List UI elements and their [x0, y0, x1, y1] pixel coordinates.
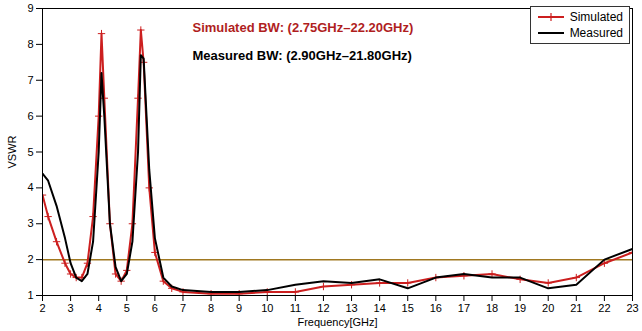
svg-text:5: 5 — [124, 302, 130, 314]
svg-text:10: 10 — [261, 302, 273, 314]
svg-text:7: 7 — [27, 74, 33, 86]
svg-text:2: 2 — [27, 253, 33, 265]
svg-text:12: 12 — [317, 302, 329, 314]
svg-text:13: 13 — [345, 302, 357, 314]
svg-text:Frequency[GHz]: Frequency[GHz] — [297, 316, 377, 328]
svg-text:7: 7 — [180, 302, 186, 314]
svg-text:Measured BW: (2.90GHz–21.80GHz: Measured BW: (2.90GHz–21.80GHz) — [193, 48, 412, 63]
svg-text:1: 1 — [27, 289, 33, 301]
svg-text:3: 3 — [68, 302, 74, 314]
svg-text:6: 6 — [152, 302, 158, 314]
svg-text:VSWR: VSWR — [6, 135, 18, 168]
html-text:Simulated: Simulated — [569, 10, 623, 24]
svg-text:16: 16 — [430, 302, 442, 314]
svg-text:8: 8 — [208, 302, 214, 314]
svg-text:9: 9 — [27, 2, 33, 14]
svg-text:5: 5 — [27, 146, 33, 158]
svg-text:14: 14 — [374, 302, 386, 314]
svg-text:18: 18 — [486, 302, 498, 314]
svg-text:23: 23 — [626, 302, 638, 314]
svg-text:17: 17 — [458, 302, 470, 314]
svg-text:19: 19 — [514, 302, 526, 314]
svg-text:8: 8 — [27, 38, 33, 50]
svg-text:6: 6 — [27, 110, 33, 122]
svg-text:9: 9 — [236, 302, 242, 314]
svg-text:15: 15 — [402, 302, 414, 314]
svg-text:22: 22 — [598, 302, 610, 314]
svg-text:21: 21 — [570, 302, 582, 314]
svg-text:2: 2 — [39, 302, 45, 314]
html-text:Measured: Measured — [569, 26, 623, 40]
svg-text:4: 4 — [96, 302, 102, 314]
svg-text:Simulated BW: (2.75GHz–22.20GH: Simulated BW: (2.75GHz–22.20GHz) — [193, 20, 414, 35]
svg-text:11: 11 — [290, 302, 301, 314]
svg-text:3: 3 — [27, 217, 33, 229]
svg-text:4: 4 — [27, 181, 33, 193]
svg-text:20: 20 — [542, 302, 554, 314]
